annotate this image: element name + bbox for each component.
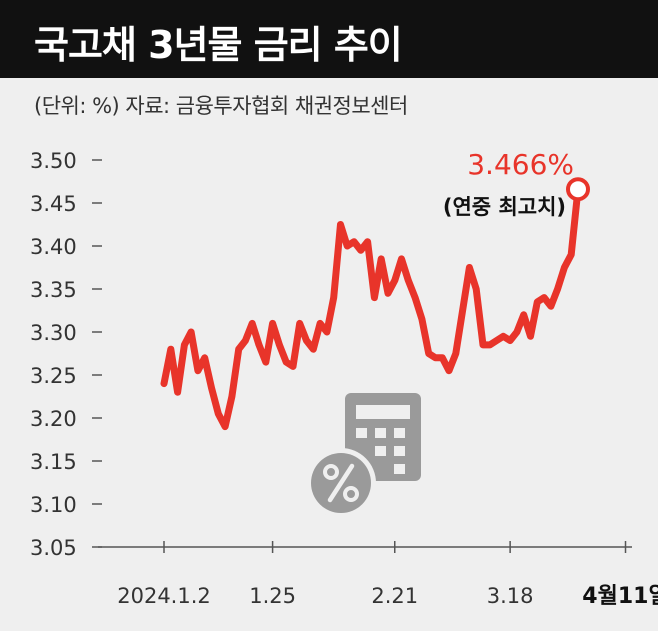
y-tick-label: 3.05 xyxy=(30,536,77,560)
x-tick-label: 1.25 xyxy=(249,584,296,608)
annotation-label: (연중 최고치) xyxy=(443,195,566,219)
y-tick-label: 3.20 xyxy=(30,407,77,431)
y-tick-label: 3.15 xyxy=(30,450,77,474)
chart-subtitle: (단위: %) 자료: 금융투자협회 채권정보센터 xyxy=(34,94,408,118)
title-bar: 국고채 3년물 금리 추이 xyxy=(0,0,658,78)
y-tick-label: 3.25 xyxy=(30,364,77,388)
x-tick-label: 3.18 xyxy=(487,584,534,608)
latest-point-marker xyxy=(566,177,590,202)
x-tick-label: 2024.1.2 xyxy=(117,584,211,608)
x-tick-label: 4월11일 xyxy=(582,584,658,609)
calculator-percent-icon xyxy=(306,393,421,518)
y-tick-label: 3.30 xyxy=(30,321,77,345)
annotation-value: 3.466% xyxy=(467,148,574,181)
x-axis: 2024.1.2 1.25 2.21 3.18 4월11일 xyxy=(98,541,658,609)
y-tick-label: 3.35 xyxy=(30,278,77,302)
x-tick-label: 2.21 xyxy=(371,584,418,608)
series-line-rate xyxy=(160,185,582,431)
y-tick-label: 3.50 xyxy=(30,149,77,173)
y-tick-label: 3.45 xyxy=(30,192,77,216)
page-title: 국고채 3년물 금리 추이 xyxy=(34,23,403,67)
y-tick-label: 3.10 xyxy=(30,493,77,517)
y-tick-label: 3.40 xyxy=(30,235,77,259)
y-axis: 3.50 3.45 3.40 3.35 3.30 3.25 3.20 3.15 3.10 3.05 xyxy=(30,149,102,560)
